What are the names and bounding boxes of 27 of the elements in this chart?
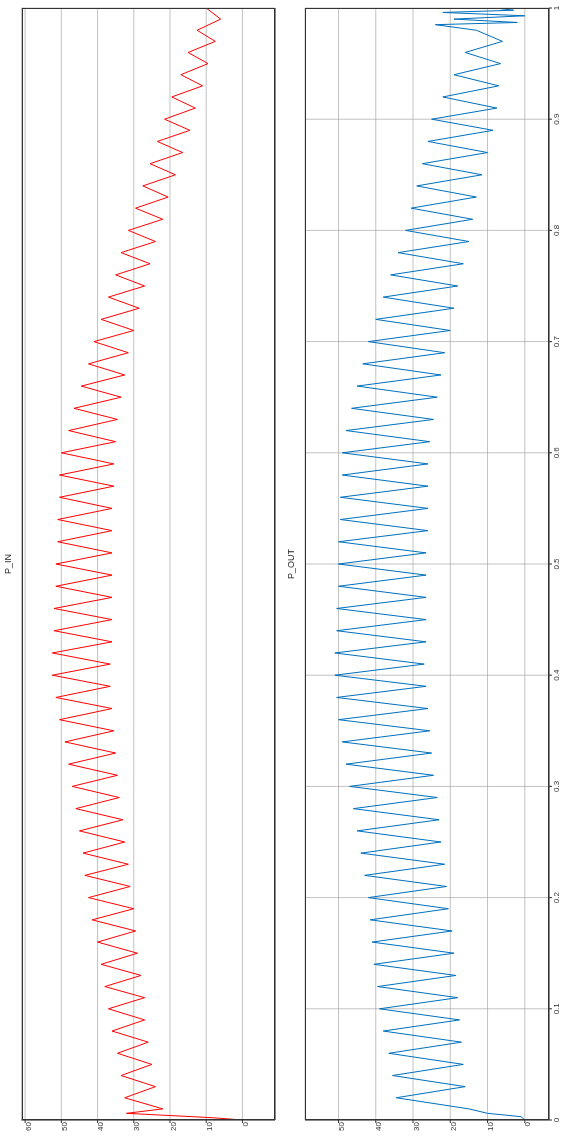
x-tick-label: 30 — [411, 1121, 421, 1131]
y-tick-label: 0.2 — [551, 891, 561, 904]
x-tick-label: 0 — [241, 1121, 251, 1127]
y-tick-label: 0.1 — [551, 1002, 561, 1015]
x-tick-label: 60 — [23, 1121, 33, 1131]
y-tick-label: 0 — [551, 1117, 561, 1123]
y-tick-label: 0.4 — [551, 669, 561, 681]
line-series — [334, 8, 526, 1120]
x-tick-label: 40 — [96, 1121, 106, 1131]
x-tick-label: 20 — [448, 1121, 458, 1131]
x-tick-label: 50 — [337, 1121, 347, 1131]
text: P_OUT — [285, 548, 297, 580]
x-tick-label: 10 — [204, 1121, 214, 1131]
y-tick-label: 0.6 — [551, 446, 561, 459]
y-tick-label: 0.3 — [551, 780, 561, 792]
x-tick-label: 10 — [486, 1121, 496, 1131]
x-tick-label: 50 — [60, 1121, 70, 1131]
x-tick-label: 20 — [168, 1121, 178, 1131]
y-tick-label: 0.9 — [551, 113, 561, 125]
x-tick-label: 0 — [523, 1121, 533, 1127]
y-tick-label: 1 — [551, 5, 561, 11]
y-tick-label: 0.8 — [551, 224, 561, 236]
x-tick-label: 40 — [374, 1121, 384, 1131]
y-tick-label: 0.5 — [551, 557, 561, 570]
y-tick-label: 0.7 — [551, 335, 561, 348]
x-tick-label: 30 — [132, 1121, 142, 1131]
text: P_IN — [2, 553, 13, 575]
